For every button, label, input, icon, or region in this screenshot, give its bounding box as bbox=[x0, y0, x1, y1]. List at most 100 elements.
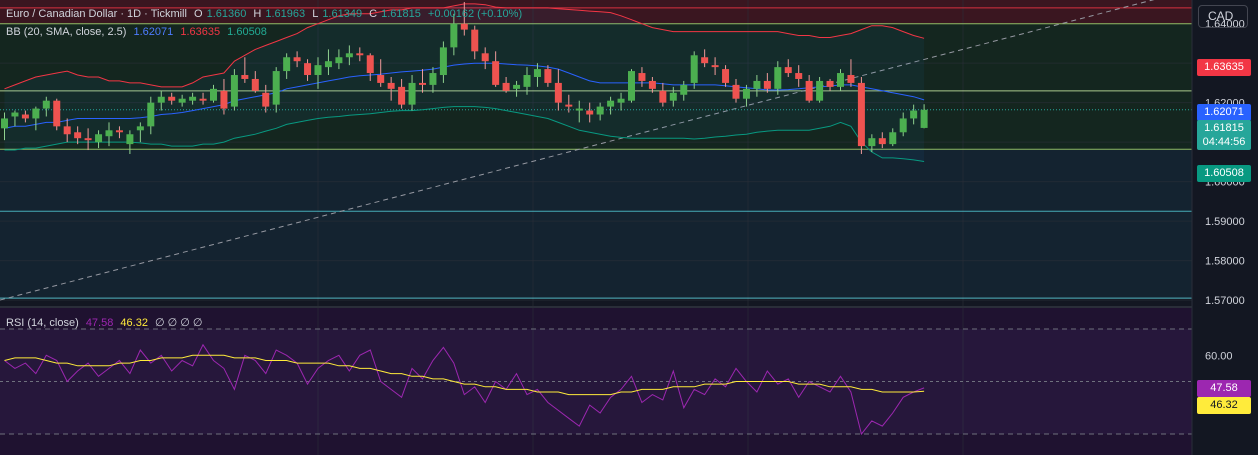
candle-body bbox=[314, 65, 322, 76]
rsi-value: 47.58 bbox=[85, 317, 114, 329]
candle-body bbox=[42, 100, 50, 109]
candle-body bbox=[335, 57, 343, 64]
candle-body bbox=[868, 138, 876, 147]
candle-body bbox=[21, 114, 29, 119]
candle-body bbox=[617, 98, 625, 103]
bb-basis-tag: 1.62071 bbox=[1197, 104, 1251, 121]
candle bbox=[42, 96, 50, 117]
candle-body bbox=[408, 82, 416, 105]
candle bbox=[857, 76, 865, 154]
candle-body bbox=[105, 130, 113, 137]
candle-body bbox=[283, 57, 291, 72]
candle bbox=[847, 59, 855, 87]
candle bbox=[596, 102, 604, 121]
candle bbox=[419, 69, 426, 93]
bb-lower-value: 1.60508 bbox=[227, 26, 267, 38]
candle bbox=[293, 51, 301, 68]
candle bbox=[189, 92, 197, 105]
candle-body bbox=[763, 80, 771, 89]
candle-body bbox=[126, 134, 134, 145]
candle-body bbox=[575, 108, 583, 111]
low-value: 1.61349 bbox=[322, 8, 363, 20]
candle-body bbox=[366, 55, 374, 74]
candle bbox=[648, 76, 656, 93]
candle-body bbox=[857, 82, 865, 147]
last-price-value: 1.61815 bbox=[1204, 122, 1244, 134]
candle-body bbox=[53, 100, 61, 127]
candle-body bbox=[115, 130, 123, 133]
ohlc-low: L 1.61349 bbox=[312, 8, 362, 20]
candle-body bbox=[74, 132, 82, 139]
open-value: 1.61360 bbox=[206, 8, 247, 20]
bb-fill bbox=[4, 3, 925, 162]
candle bbox=[711, 57, 719, 76]
candle-body bbox=[742, 88, 750, 99]
candle-body bbox=[220, 90, 228, 109]
candle-body bbox=[680, 84, 688, 95]
candle bbox=[544, 65, 552, 87]
candle bbox=[899, 112, 907, 137]
candle bbox=[11, 110, 19, 127]
candle-body bbox=[1, 118, 8, 129]
candle-body bbox=[638, 73, 646, 81]
candle-body bbox=[168, 96, 176, 101]
bb-lower-line bbox=[4, 106, 925, 162]
candle bbox=[492, 51, 500, 87]
candle bbox=[889, 128, 897, 147]
candle bbox=[251, 71, 259, 93]
price-tick-label: 1.57000 bbox=[1205, 295, 1245, 307]
candle-body bbox=[523, 75, 531, 87]
price-tick-label: 1.59000 bbox=[1205, 216, 1245, 228]
candle bbox=[784, 59, 792, 77]
candle bbox=[565, 94, 573, 113]
candle bbox=[387, 76, 395, 101]
candle-body bbox=[377, 75, 385, 83]
rsi-tick-label: 60.00 bbox=[1205, 350, 1233, 362]
bb-legend[interactable]: BB (20, SMA, close, 2.5) 1.62071 1.63635… bbox=[6, 26, 271, 38]
candle bbox=[84, 128, 92, 151]
candle-body bbox=[492, 61, 500, 85]
rsi-pane[interactable] bbox=[0, 328, 1192, 436]
currency-button[interactable]: CAD bbox=[1198, 5, 1248, 28]
candle-body bbox=[920, 109, 928, 128]
candle bbox=[910, 104, 918, 125]
candle bbox=[105, 122, 113, 147]
candle bbox=[513, 80, 521, 97]
candle-body bbox=[251, 78, 259, 91]
candle bbox=[136, 122, 144, 143]
candle bbox=[324, 49, 332, 76]
rsi-legend[interactable]: RSI (14, close) 47.58 46.32 ∅ ∅ ∅ ∅ bbox=[6, 316, 207, 329]
candle bbox=[220, 78, 228, 115]
bb-label: BB (20, SMA, close, 2.5) bbox=[6, 26, 127, 38]
candle-body bbox=[460, 23, 468, 30]
candles[interactable] bbox=[1, 1, 928, 154]
candle bbox=[168, 92, 176, 105]
candle bbox=[429, 67, 437, 93]
candle-body bbox=[722, 69, 730, 83]
ohlc-high: H 1.61963 bbox=[253, 8, 305, 20]
candle bbox=[617, 92, 625, 111]
candle-body bbox=[230, 75, 238, 107]
candle bbox=[199, 92, 207, 105]
candle-body bbox=[241, 75, 249, 79]
candle bbox=[732, 78, 740, 103]
candle bbox=[774, 61, 782, 95]
candle bbox=[377, 59, 385, 87]
candle bbox=[753, 75, 761, 97]
candle-body bbox=[899, 118, 907, 133]
candle-body bbox=[439, 47, 447, 76]
candle-body bbox=[544, 69, 552, 83]
close-value: 1.61815 bbox=[381, 8, 421, 20]
candle-body bbox=[84, 138, 92, 141]
symbol-legend: Euro / Canadian Dollar · 1D · Tickmill O… bbox=[6, 8, 526, 20]
candle-body bbox=[136, 126, 144, 131]
candle bbox=[805, 75, 813, 103]
candle bbox=[345, 45, 353, 66]
bb-lower-tag: 1.60508 bbox=[1197, 165, 1251, 182]
high-value: 1.61963 bbox=[265, 8, 306, 20]
candle-body bbox=[732, 84, 740, 99]
candle-body bbox=[784, 67, 792, 74]
candle-body bbox=[11, 112, 19, 117]
candle bbox=[241, 57, 249, 83]
